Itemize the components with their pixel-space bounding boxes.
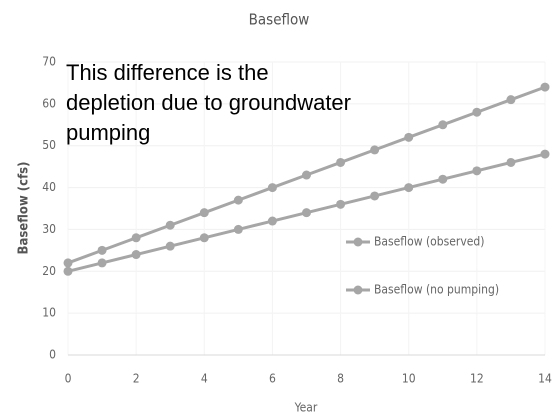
y-axis-label: Baseflow (cfs) bbox=[17, 162, 32, 255]
y-tick-label: 0 bbox=[49, 348, 56, 362]
x-tick-label: 10 bbox=[402, 372, 416, 386]
point bbox=[540, 149, 550, 159]
x-tick-label: 8 bbox=[337, 372, 344, 386]
x-tick-label: 14 bbox=[538, 372, 552, 386]
point bbox=[472, 166, 482, 176]
point bbox=[302, 208, 311, 218]
y-tick-label: 30 bbox=[42, 222, 56, 236]
point bbox=[336, 199, 346, 209]
x-tick-label: 12 bbox=[470, 372, 484, 386]
x-tick-label: 4 bbox=[201, 372, 208, 386]
y-tick-label: 40 bbox=[42, 180, 56, 194]
y-tick-label: 60 bbox=[42, 96, 56, 110]
y-tick-label: 50 bbox=[42, 138, 56, 152]
point bbox=[233, 195, 243, 205]
point bbox=[506, 95, 516, 105]
point bbox=[233, 224, 243, 234]
legend-marker bbox=[353, 285, 363, 295]
point bbox=[506, 157, 516, 167]
point bbox=[404, 183, 414, 193]
point bbox=[302, 170, 311, 180]
legend-marker bbox=[353, 237, 363, 247]
point bbox=[370, 145, 380, 155]
point bbox=[267, 216, 277, 226]
y-tick-label: 70 bbox=[42, 55, 56, 69]
point bbox=[63, 258, 73, 268]
point bbox=[63, 266, 73, 276]
y-tick-label: 20 bbox=[42, 264, 56, 278]
point bbox=[336, 157, 346, 167]
chart-title: Baseflow bbox=[249, 11, 310, 29]
y-tick-label: 10 bbox=[42, 306, 56, 320]
legend-label: Baseflow (observed) bbox=[374, 235, 484, 249]
point bbox=[97, 245, 107, 255]
point bbox=[131, 233, 141, 243]
legend-label: Baseflow (no pumping) bbox=[374, 283, 499, 297]
point bbox=[131, 250, 141, 260]
annotation: pumping bbox=[66, 120, 150, 145]
annotation: This difference is the bbox=[66, 60, 269, 85]
point bbox=[540, 82, 550, 92]
point bbox=[472, 107, 482, 117]
point bbox=[438, 120, 448, 130]
point bbox=[199, 233, 209, 243]
x-tick-label: 2 bbox=[133, 372, 140, 386]
point bbox=[438, 174, 448, 184]
x-tick-label: 0 bbox=[65, 372, 72, 386]
point bbox=[404, 132, 414, 142]
point bbox=[370, 191, 380, 201]
point bbox=[199, 208, 209, 218]
point bbox=[267, 183, 277, 193]
annotation: depletion due to groundwater bbox=[66, 90, 351, 115]
x-axis-label: Year bbox=[294, 401, 318, 415]
point bbox=[165, 241, 175, 251]
point bbox=[97, 258, 107, 268]
x-tick-label: 6 bbox=[269, 372, 276, 386]
point bbox=[165, 220, 175, 230]
